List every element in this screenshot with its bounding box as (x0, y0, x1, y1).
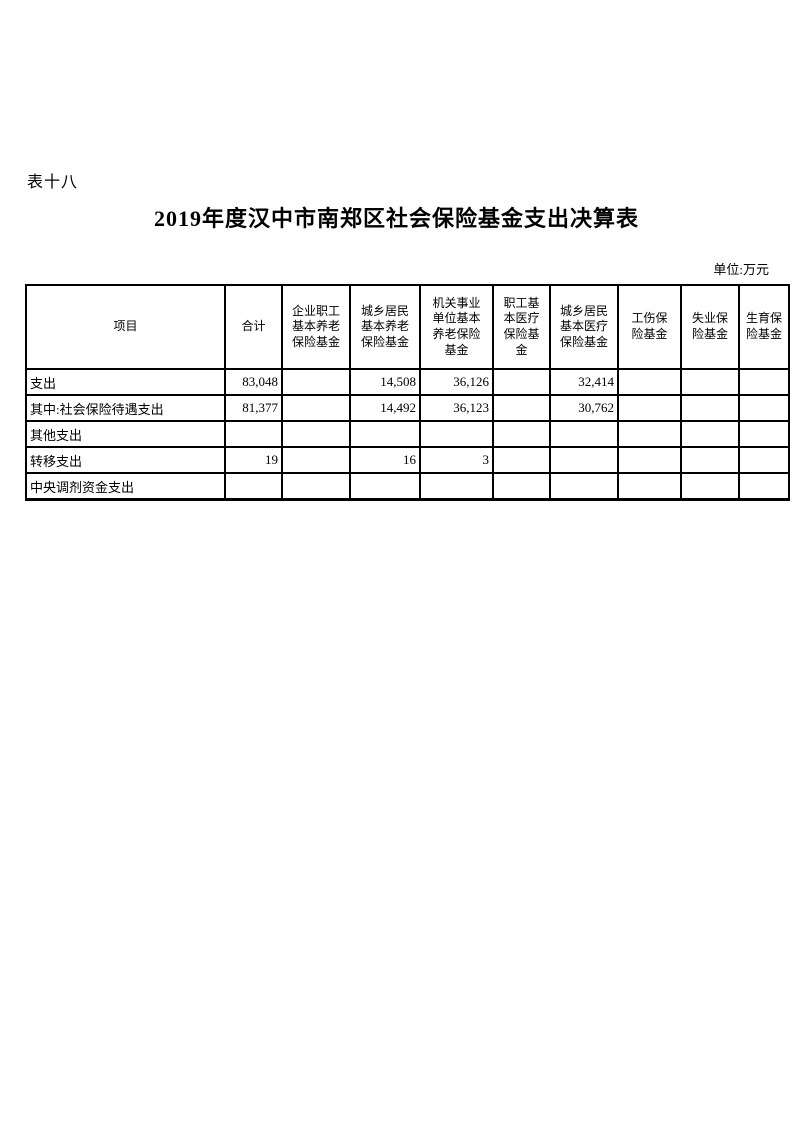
row-label: 支出 (25, 368, 226, 396)
column-header-7: 工伤保 险基金 (617, 284, 682, 370)
cell-value: 32,414 (549, 368, 619, 396)
table-header: 项目 合计 企业职工 基本养老 保险基金 城乡居民 基本养老 保险基金 机关事业 单位基… (25, 284, 790, 370)
column-header-3: 城乡居民 基本养老 保险基金 (349, 284, 421, 370)
cell-value: 36,126 (419, 368, 494, 396)
cell-value (617, 446, 682, 474)
table-row: 中央调剂资金支出 (25, 472, 790, 501)
column-header-4: 机关事业 单位基本 养老保险 基金 (419, 284, 494, 370)
cell-value (281, 394, 351, 422)
column-header-2: 企业职工 基本养老 保险基金 (281, 284, 351, 370)
cell-value (680, 420, 740, 448)
cell-value (617, 368, 682, 396)
cell-value (492, 420, 551, 448)
table-body: 支出 83,048 14,508 36,126 32,414 其中:社会保险待遇支出 81,… (25, 368, 790, 501)
table-row: 支出 83,048 14,508 36,126 32,414 (25, 368, 790, 396)
cell-value (349, 420, 421, 448)
row-label: 中央调剂资金支出 (25, 472, 226, 501)
unit-label: 单位:万元 (713, 262, 769, 277)
page-title: 2019年度汉中市南郑区社会保险基金支出决算表 (153, 206, 639, 231)
cell-value (281, 420, 351, 448)
cell-value (419, 420, 494, 448)
cell-value (617, 394, 682, 422)
cell-value (492, 446, 551, 474)
cell-value (680, 394, 740, 422)
cell-value (281, 368, 351, 396)
cell-value (224, 472, 283, 501)
table-row: 其中:社会保险待遇支出 81,377 14,492 36,123 30,762 (25, 394, 790, 422)
expenditure-table: 项目 合计 企业职工 基本养老 保险基金 城乡居民 基本养老 保险基金 机关事业 单位基… (25, 284, 790, 501)
cell-value (680, 446, 740, 474)
cell-value (617, 472, 682, 501)
column-header-9: 生育保 险基金 (738, 284, 790, 370)
header-row: 项目 合计 企业职工 基本养老 保险基金 城乡居民 基本养老 保险基金 机关事业 单位基… (25, 284, 790, 370)
cell-value: 81,377 (224, 394, 283, 422)
cell-value: 16 (349, 446, 421, 474)
cell-value: 3 (419, 446, 494, 474)
cell-value: 83,048 (224, 368, 283, 396)
cell-value (492, 368, 551, 396)
cell-value (680, 368, 740, 396)
cell-value (549, 446, 619, 474)
table-row: 转移支出 19 16 3 (25, 446, 790, 474)
cell-value (738, 394, 790, 422)
column-header-5: 职工基 本医疗 保险基 金 (492, 284, 551, 370)
cell-value (738, 420, 790, 448)
cell-value (738, 368, 790, 396)
table-row: 其他支出 (25, 420, 790, 448)
cell-value (419, 472, 494, 501)
cell-value: 14,492 (349, 394, 421, 422)
cell-value: 19 (224, 446, 283, 474)
row-label: 其中:社会保险待遇支出 (25, 394, 226, 422)
cell-value (492, 472, 551, 501)
cell-value (281, 472, 351, 501)
cell-value (617, 420, 682, 448)
cell-value: 14,508 (349, 368, 421, 396)
column-header-8: 失业保 险基金 (680, 284, 740, 370)
cell-value (349, 472, 421, 501)
cell-value: 36,123 (419, 394, 494, 422)
cell-value (224, 420, 283, 448)
sheet-label: 表十八 (27, 174, 79, 191)
cell-value (738, 472, 790, 501)
cell-value (549, 472, 619, 501)
cell-value: 30,762 (549, 394, 619, 422)
cell-value (281, 446, 351, 474)
cell-value (549, 420, 619, 448)
column-header-0: 项目 (25, 284, 226, 370)
cell-value (738, 446, 790, 474)
column-header-1: 合计 (224, 284, 283, 370)
row-label: 转移支出 (25, 446, 226, 474)
column-header-6: 城乡居民 基本医疗 保险基金 (549, 284, 619, 370)
cell-value (492, 394, 551, 422)
row-label: 其他支出 (25, 420, 226, 448)
cell-value (680, 472, 740, 501)
